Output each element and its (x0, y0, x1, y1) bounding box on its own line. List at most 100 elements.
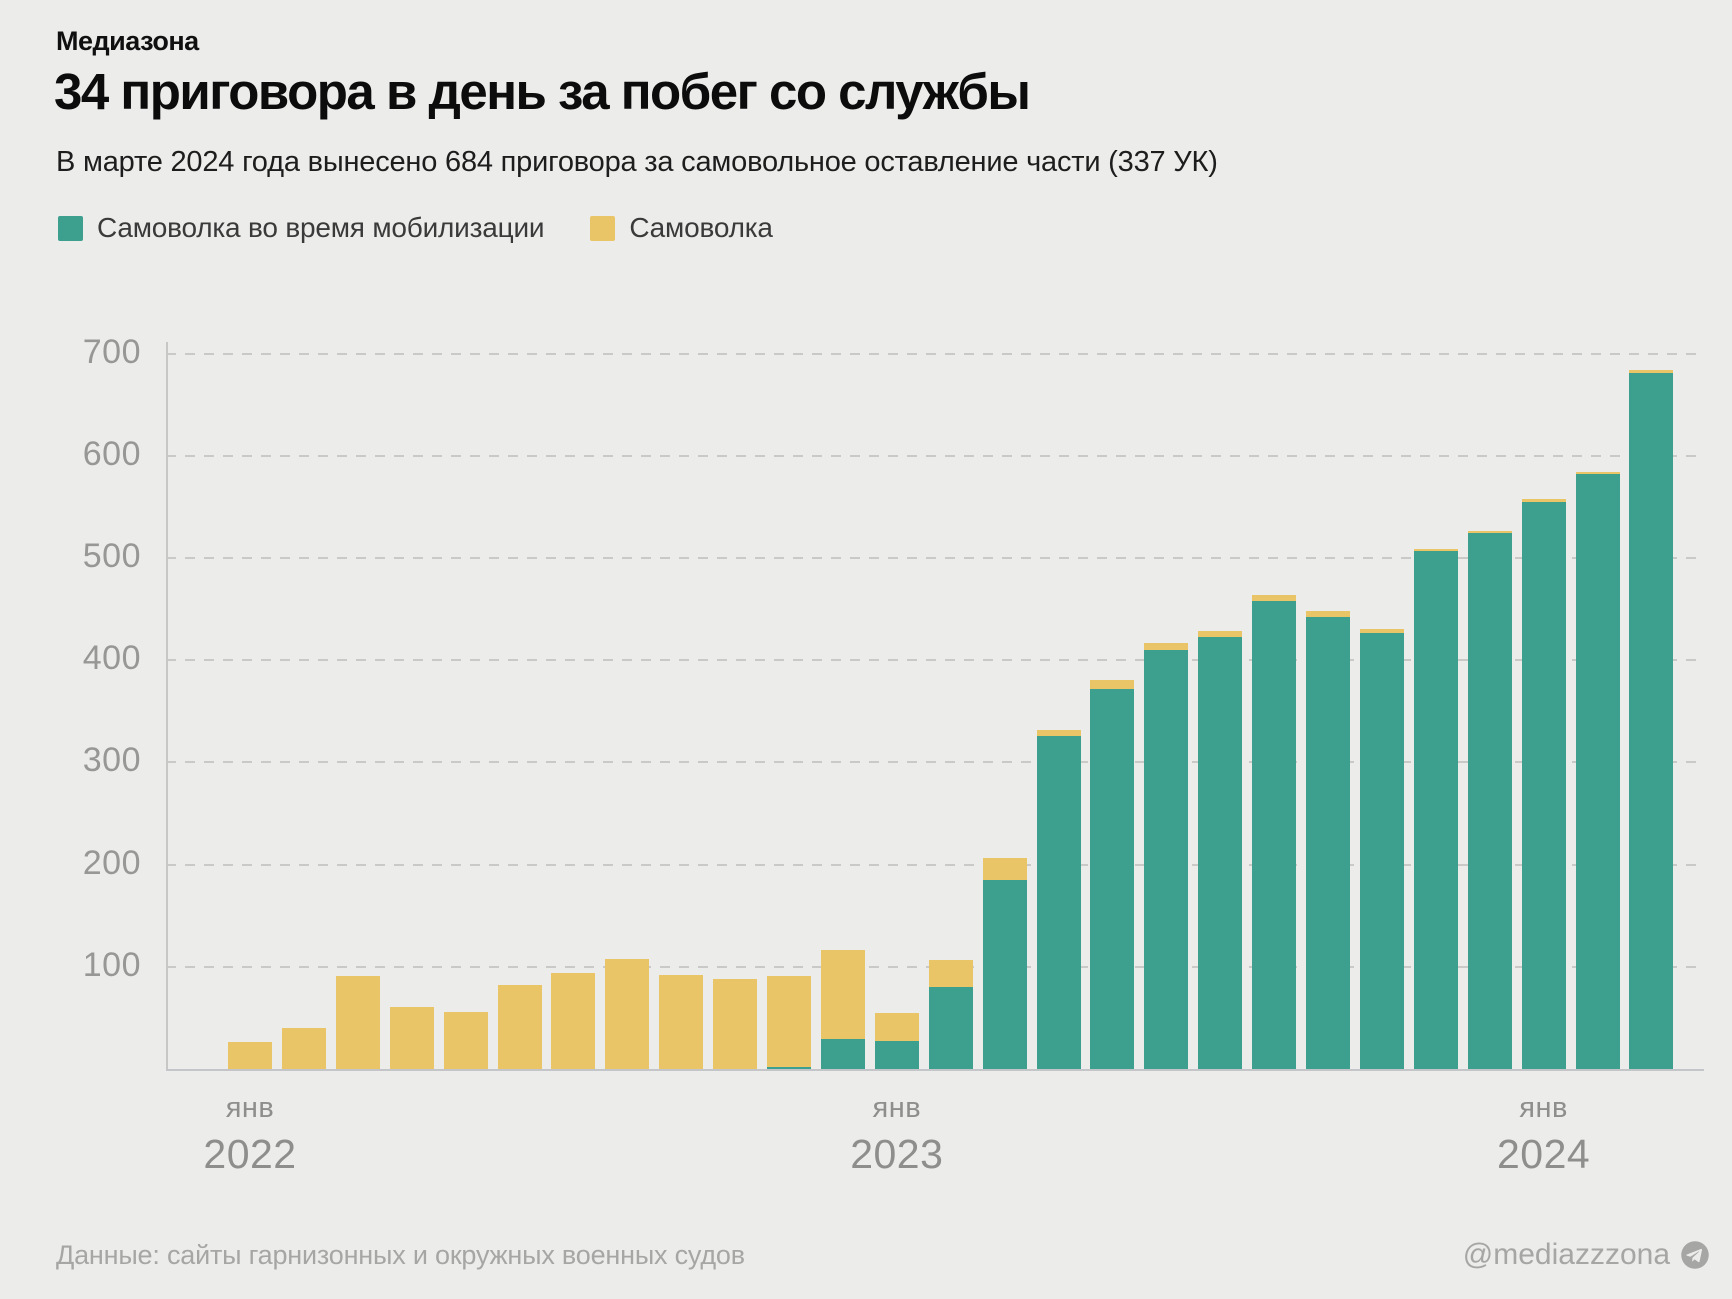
bar-июн-2022 (497, 985, 542, 1069)
segment-regular-awol (820, 950, 865, 1040)
segment-mobilization-awol (1413, 550, 1458, 1069)
x-tick-year: 2023 (850, 1131, 944, 1177)
segment-regular-awol (443, 1011, 488, 1069)
bar-июл-2022 (551, 972, 596, 1069)
y-tick-label-200: 200 (82, 843, 141, 882)
segment-mobilization-awol (1306, 617, 1350, 1069)
bar-апр-2022 (389, 1006, 434, 1069)
segment-regular-awol (228, 1042, 272, 1069)
bar-апр-2023 (1036, 729, 1081, 1069)
segment-mobilization-awol (767, 1066, 811, 1069)
bar-мар-2023 (982, 858, 1027, 1069)
y-tick-label-300: 300 (82, 741, 141, 780)
bar-фев-2024 (1575, 472, 1620, 1069)
x-tick-year: 2022 (203, 1131, 297, 1177)
x-tick-label-2024: янв 2024 (1434, 1092, 1654, 1178)
gridline-200 (166, 863, 1704, 866)
x-tick-month: янв (225, 1092, 275, 1124)
segment-mobilization-awol (982, 879, 1027, 1069)
legend-label: Самоволка (629, 212, 773, 243)
y-tick-label-400: 400 (82, 639, 141, 678)
gridline-300 (166, 761, 1704, 764)
segment-regular-awol (335, 975, 380, 1069)
bar-фев-2022 (281, 1028, 326, 1069)
y-tick-label-100: 100 (82, 945, 141, 984)
segment-regular-awol (767, 975, 811, 1067)
segment-regular-awol (389, 1006, 434, 1069)
segment-mobilization-awol (1198, 636, 1243, 1069)
legend-item-regular: Самоволка (590, 212, 773, 244)
page-title: 34 приговора в день за побег со службы (54, 63, 1031, 120)
mobilization-swatch-icon (58, 215, 83, 241)
segment-mobilization-awol (1359, 632, 1404, 1069)
segment-mobilization-awol (1252, 600, 1297, 1069)
y-tick-label-700: 700 (82, 332, 141, 371)
data-source-note: Данные: сайты гарнизонных и окружных вое… (56, 1240, 745, 1270)
bar-июн-2023 (1144, 642, 1189, 1069)
y-tick-label-500: 500 (82, 537, 141, 575)
chart-legend: Самоволка во время мобилизации Самоволка (58, 212, 773, 244)
x-tick-label-2023: янв 2023 (787, 1092, 1007, 1178)
segment-regular-awol (1036, 729, 1081, 736)
bar-янв-2023 (874, 1012, 919, 1069)
segment-regular-awol (1252, 594, 1297, 601)
brand-logo: Медиазона (56, 26, 199, 56)
bar-мар-2022 (335, 975, 380, 1069)
segment-regular-awol (874, 1012, 919, 1042)
segment-regular-awol (1575, 472, 1620, 475)
handle-text: @mediazzzona (1462, 1238, 1670, 1271)
telegram-handle: @mediazzzona (1463, 1238, 1710, 1272)
bar-сен-2022 (659, 974, 704, 1069)
segment-mobilization-awol (1144, 649, 1189, 1069)
page-subtitle: В марте 2024 года вынесено 684 приговора… (56, 146, 1218, 178)
segment-mobilization-awol (874, 1041, 919, 1069)
segment-regular-awol (1467, 531, 1512, 534)
bar-фев-2023 (928, 959, 973, 1069)
bar-дек-2022 (820, 950, 865, 1069)
bar-июл-2023 (1198, 630, 1243, 1069)
bar-янв-2024 (1521, 498, 1566, 1069)
segment-regular-awol (928, 959, 973, 988)
segment-regular-awol (1413, 548, 1458, 551)
segment-regular-awol (1090, 679, 1135, 689)
segment-regular-awol (1198, 630, 1243, 637)
x-tick-month: янв (1519, 1092, 1568, 1124)
segment-regular-awol (659, 974, 704, 1069)
segment-mobilization-awol (1036, 735, 1081, 1069)
gridline-400 (166, 659, 1704, 662)
bar-ноя-2023 (1413, 548, 1458, 1069)
segment-regular-awol (1629, 369, 1674, 373)
legend-item-mobilization: Самоволка во время мобилизации (58, 212, 545, 244)
segment-mobilization-awol (1521, 501, 1566, 1069)
gridline-600 (166, 454, 1704, 457)
segment-mobilization-awol (1467, 533, 1512, 1069)
legend-label: Самоволка во время мобилизации (97, 212, 545, 243)
segment-mobilization-awol (820, 1039, 865, 1069)
bar-мар-2024 (1629, 369, 1674, 1069)
x-axis-line (166, 1069, 1704, 1071)
bar-ноя-2022 (767, 975, 811, 1069)
bar-окт-2023 (1359, 628, 1404, 1069)
segment-mobilization-awol (1629, 373, 1674, 1069)
x-tick-year: 2024 (1496, 1131, 1591, 1177)
bar-авг-2023 (1252, 594, 1297, 1069)
bar-май-2023 (1090, 679, 1135, 1069)
segment-mobilization-awol (1575, 474, 1620, 1069)
segment-regular-awol (713, 979, 758, 1069)
telegram-icon (1681, 1241, 1709, 1269)
segment-regular-awol (281, 1028, 326, 1069)
x-tick-label-2022: янв 2022 (140, 1092, 360, 1178)
segment-regular-awol (605, 958, 650, 1069)
segment-regular-awol (551, 972, 596, 1069)
y-axis-line (166, 341, 168, 1070)
bar-май-2022 (443, 1011, 488, 1069)
segment-mobilization-awol (928, 987, 973, 1069)
segment-regular-awol (1521, 498, 1566, 502)
bar-авг-2022 (605, 958, 650, 1069)
segment-regular-awol (982, 858, 1027, 880)
bar-окт-2022 (713, 979, 758, 1069)
gridline-700 (166, 352, 1704, 355)
y-tick-label-600: 600 (82, 434, 141, 473)
segment-mobilization-awol (1090, 688, 1135, 1069)
